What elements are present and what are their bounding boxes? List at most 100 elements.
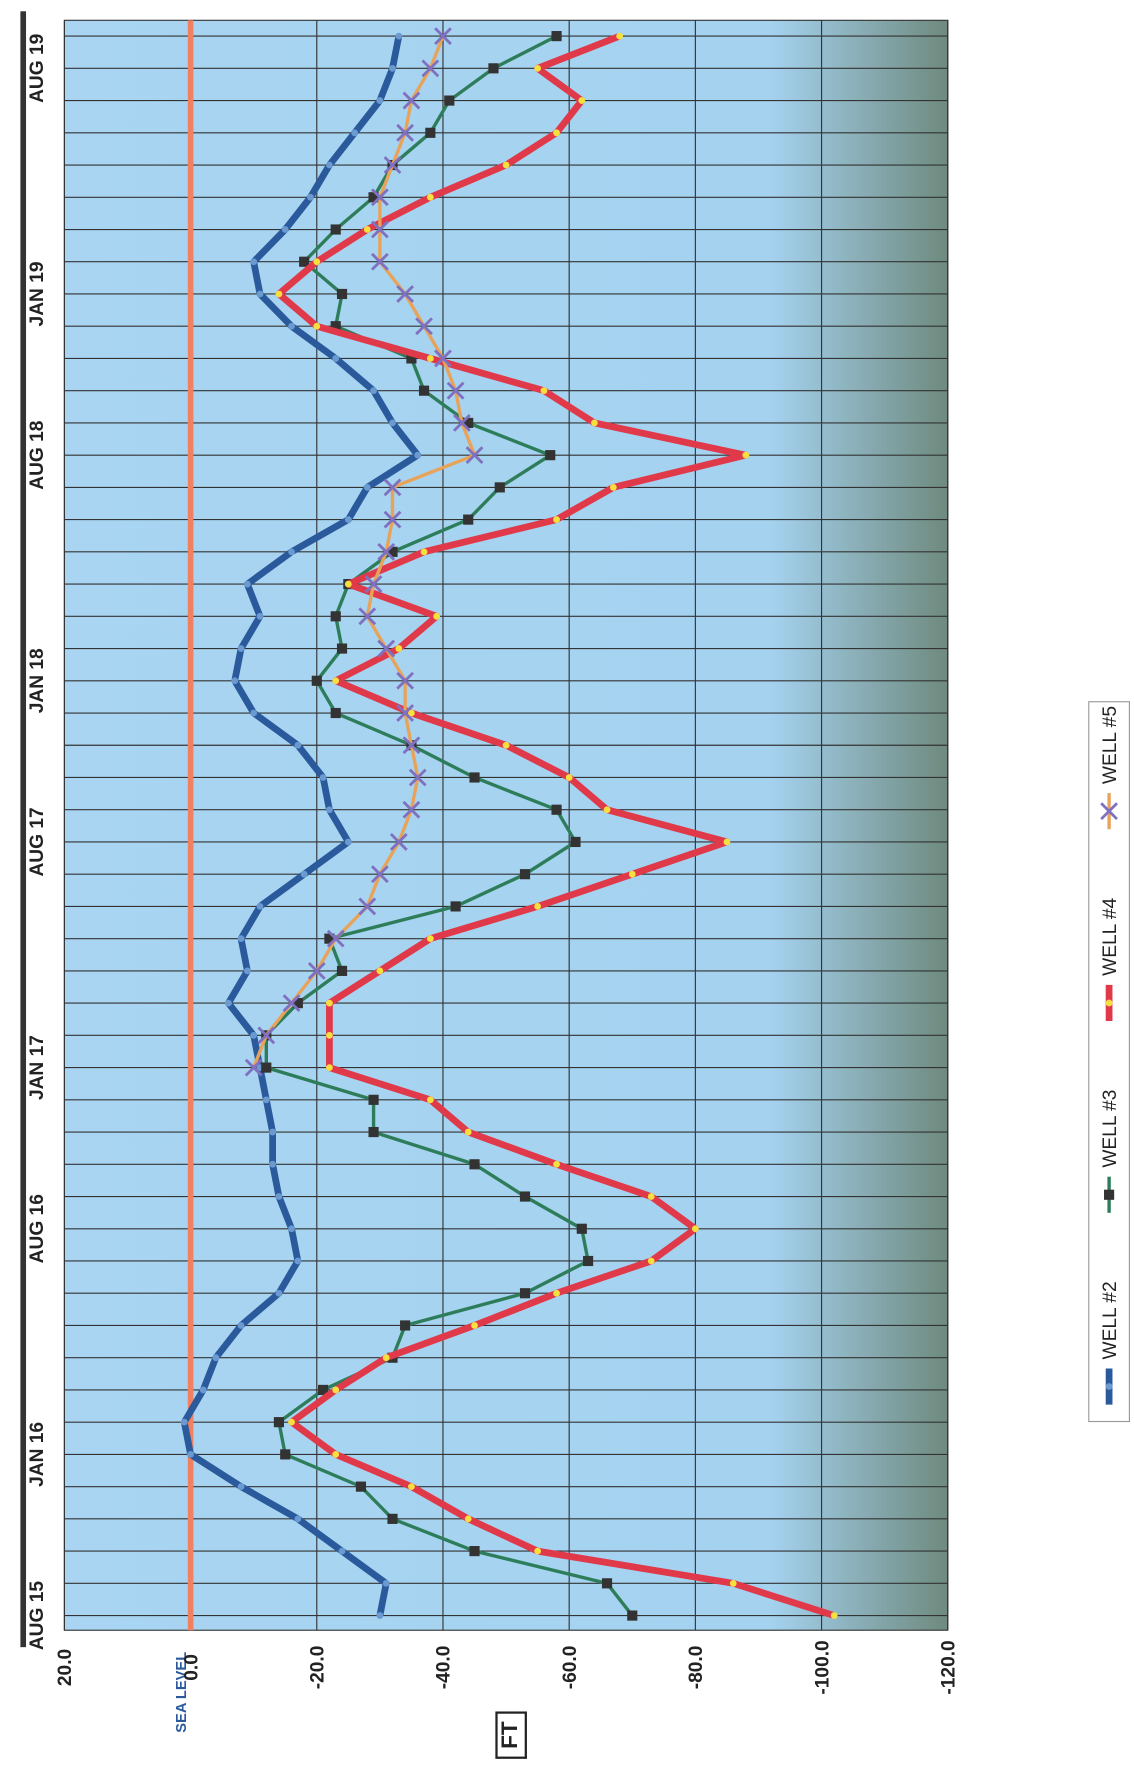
point: [324, 933, 335, 944]
point: [319, 774, 327, 781]
point: [1104, 1189, 1115, 1200]
point: [469, 1546, 480, 1557]
point: [553, 1160, 560, 1168]
point: [292, 998, 303, 1009]
point: [237, 645, 245, 652]
y-tick-label: 0.0: [181, 1654, 202, 1681]
point: [318, 1384, 329, 1396]
point: [332, 1386, 340, 1394]
point: [534, 1547, 542, 1555]
point: [519, 1288, 531, 1299]
point: [368, 1126, 379, 1138]
point: [406, 353, 417, 364]
point: [1100, 802, 1118, 821]
point: [488, 63, 499, 74]
point: [418, 385, 430, 396]
point: [471, 1322, 478, 1329]
point: [450, 901, 461, 912]
point: [603, 806, 611, 814]
point: [237, 935, 245, 943]
point: [578, 97, 586, 104]
point: [545, 450, 556, 461]
point: [553, 516, 560, 523]
x-tick-label: AUG 19: [27, 34, 48, 103]
point: [307, 193, 314, 201]
point: [426, 1096, 434, 1104]
point: [519, 869, 531, 880]
point: [382, 1354, 390, 1362]
point: [326, 1031, 333, 1039]
point: [336, 965, 348, 976]
point: [464, 1515, 472, 1523]
point: [351, 129, 359, 137]
point: [1105, 999, 1113, 1007]
point: [534, 903, 542, 910]
point: [377, 639, 396, 658]
point: [330, 611, 341, 622]
point: [332, 1451, 340, 1458]
series-line: [180, 35, 422, 1617]
point: [444, 95, 455, 106]
point: [389, 64, 396, 72]
point: [570, 836, 581, 848]
point: [250, 709, 258, 717]
point: [402, 91, 421, 110]
point: [551, 31, 562, 42]
point: [256, 903, 264, 910]
point: [243, 967, 251, 975]
y-tick-label: -120.0: [939, 1640, 960, 1694]
point: [383, 478, 402, 497]
point: [742, 451, 750, 459]
x-tick-label: AUG 17: [27, 807, 48, 876]
point: [389, 833, 408, 851]
point: [330, 224, 341, 235]
point: [534, 64, 542, 72]
point: [363, 226, 371, 233]
point: [464, 1128, 472, 1136]
x-tick-label: AUG 18: [27, 420, 48, 490]
point: [294, 1515, 302, 1523]
point: [262, 1096, 270, 1104]
point: [368, 1094, 379, 1105]
point: [370, 220, 389, 239]
legend-label: WELL #5: [1100, 706, 1121, 784]
point: [583, 1255, 594, 1267]
point: [691, 1225, 699, 1233]
x-tick-label: AUG 15: [27, 1581, 48, 1651]
point: [1105, 1383, 1113, 1390]
point: [256, 290, 264, 298]
y-axis-label: FT: [497, 1721, 522, 1749]
point: [330, 707, 341, 719]
point: [225, 999, 232, 1007]
point: [408, 768, 427, 787]
point: [463, 417, 474, 428]
point: [383, 156, 402, 174]
point: [336, 288, 348, 300]
point: [187, 1451, 194, 1458]
point: [382, 1579, 390, 1587]
point: [402, 736, 421, 755]
point: [370, 865, 389, 884]
point: [326, 999, 333, 1007]
point: [261, 1062, 272, 1073]
point: [368, 192, 379, 203]
point: [408, 1483, 415, 1491]
point: [576, 1223, 587, 1234]
point: [313, 258, 321, 266]
point: [376, 1612, 384, 1619]
point: [387, 1513, 398, 1524]
point: [616, 32, 624, 40]
point: [502, 741, 510, 749]
point: [332, 355, 340, 362]
point: [396, 671, 415, 690]
point: [627, 1610, 638, 1621]
point: [199, 1386, 207, 1394]
point: [273, 1417, 285, 1428]
point: [338, 1547, 346, 1555]
point: [344, 516, 352, 523]
point: [294, 1257, 302, 1265]
point: [519, 1191, 531, 1202]
point: [400, 1320, 411, 1331]
point: [465, 446, 484, 465]
point: [269, 1128, 276, 1136]
